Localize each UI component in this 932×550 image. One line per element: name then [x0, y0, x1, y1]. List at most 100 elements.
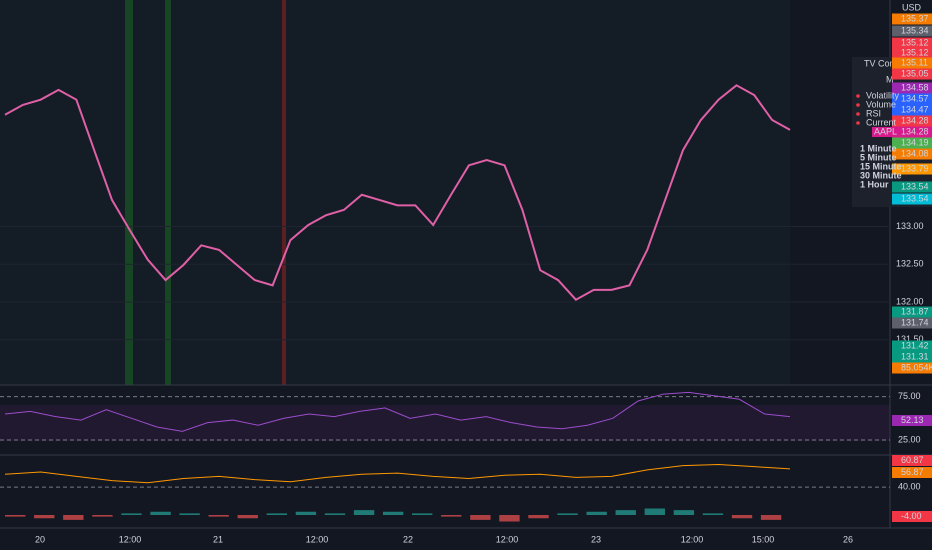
macd-bar — [324, 513, 346, 515]
rsi-tag: 52.13 — [901, 415, 924, 425]
macd-bar — [702, 513, 724, 515]
price-tag — [892, 340, 932, 352]
price-tag — [892, 13, 932, 25]
macd-bar — [179, 513, 200, 515]
macd-bar — [557, 513, 578, 515]
legend-interval: 5 Minute — [860, 152, 897, 162]
macd-bar — [615, 510, 636, 515]
stoch-tag: 56.87 — [901, 467, 924, 477]
y-tick-label: 25.00 — [898, 434, 921, 444]
price-tag-label: 131.74 — [901, 317, 929, 327]
macd-bar — [63, 515, 84, 520]
price-tag — [892, 126, 932, 138]
macd-bar — [208, 515, 229, 517]
x-tick-label: 12:00 — [306, 534, 329, 544]
price-tag-label: 135.12 — [901, 47, 929, 57]
y-tick-label: 132.00 — [896, 296, 924, 306]
macd-bar — [528, 515, 549, 519]
price-tag — [892, 115, 932, 127]
legend-symbol: AAPL — [874, 126, 897, 136]
macd-bar — [237, 515, 258, 519]
highlight — [165, 0, 171, 385]
price-tag-label: 135.37 — [901, 13, 929, 23]
x-tick-label: 12:00 — [496, 534, 519, 544]
macd-bar — [121, 513, 142, 515]
x-tick-label: 23 — [591, 534, 601, 544]
price-tag — [892, 467, 932, 478]
price-tag-label: 134.47 — [901, 104, 929, 114]
price-tag — [892, 193, 932, 205]
band — [0, 0, 790, 385]
macd-bar — [5, 515, 26, 517]
legend-subtitle: M — [886, 74, 894, 84]
macd-bar — [731, 515, 753, 519]
price-tag — [892, 57, 932, 69]
y-tick-label: 132.50 — [896, 259, 924, 269]
rsi-band — [0, 405, 890, 441]
price-tag — [892, 163, 932, 175]
macd-bar — [353, 510, 375, 515]
macd-bar — [150, 511, 171, 515]
price-tag-label: 131.87 — [901, 306, 929, 316]
legend-interval: 30 Minute — [860, 170, 902, 180]
x-tick-label: 20 — [35, 534, 45, 544]
highlight — [125, 0, 133, 385]
x-tick-label: 15:00 — [752, 534, 775, 544]
price-tag — [892, 351, 932, 363]
macd-bar — [295, 511, 317, 515]
macd-tag: -4.00 — [901, 511, 922, 521]
legend-dot — [856, 94, 860, 98]
price-tag — [892, 511, 932, 522]
macd-bar — [382, 511, 404, 515]
price-tag-label: 134.57 — [901, 93, 929, 103]
price-tag-label: 134.28 — [901, 115, 929, 125]
price-tag — [892, 317, 932, 329]
price-tag — [892, 306, 932, 318]
legend-dot — [856, 121, 860, 125]
price-tag-label: 134.19 — [901, 137, 929, 147]
y-tick-label: 75.00 — [898, 391, 921, 401]
price-tag — [892, 455, 932, 466]
price-tag — [892, 68, 932, 80]
y-tick-label: 133.00 — [896, 221, 924, 231]
x-tick-label: 26 — [843, 534, 853, 544]
highlight — [282, 0, 286, 385]
price-tag-label: 131.42 — [901, 340, 929, 350]
macd-bar — [92, 515, 113, 517]
y-tick-label: 40.00 — [898, 481, 921, 491]
legend-interval: 1 Minute — [860, 143, 897, 153]
rsi-line — [4, 391, 791, 432]
macd-bar — [441, 515, 462, 517]
price-tag-label: 133.54 — [901, 181, 929, 191]
price-tag-label: 135.12 — [901, 37, 929, 47]
macd-bar — [760, 515, 782, 520]
price-tag — [892, 137, 932, 149]
symbol-tag — [872, 127, 892, 137]
x-tick-label: 21 — [213, 534, 223, 544]
macd-bar — [470, 515, 491, 520]
price-tag-label: 134.58 — [901, 82, 929, 92]
price-tag-label: 134.08 — [901, 148, 929, 158]
stoch-tag: 60.87 — [901, 455, 924, 465]
price-tag — [892, 362, 932, 374]
currency: USD — [902, 2, 922, 12]
price-tag — [892, 415, 932, 426]
price-tag-label: 135.34 — [901, 25, 929, 35]
legend-item: Volume — [866, 99, 896, 109]
price-tag — [892, 82, 932, 94]
y-tick-label: 131.50 — [896, 334, 924, 344]
legend-item: Current — [866, 117, 897, 127]
macd-bar — [673, 510, 695, 515]
price-tag-label: 135.05 — [901, 68, 929, 78]
price-tag — [892, 93, 932, 105]
legend-dot — [856, 112, 860, 116]
legend-item: Volatility — [866, 90, 900, 100]
macd-bar — [266, 513, 288, 515]
price-tag — [892, 148, 932, 160]
price-tag-label: 135.11 — [901, 57, 928, 67]
legend-title: TV Comu — [864, 58, 902, 68]
price-tag-label: 133.54 — [901, 193, 929, 203]
